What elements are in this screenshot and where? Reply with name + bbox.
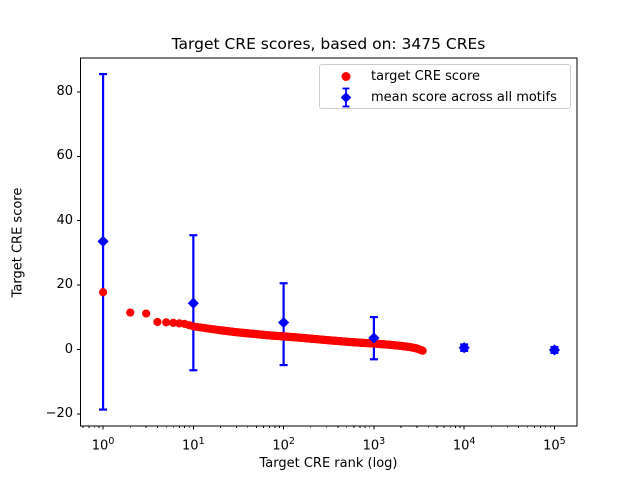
- x-tick-label-10e5: 105: [543, 436, 566, 454]
- red-point: [142, 309, 151, 318]
- mean-diamond: [548, 344, 561, 356]
- red-point: [126, 308, 135, 317]
- x-tick-label-10e0: 100: [91, 436, 115, 454]
- blue-diamond-errorbar-icon: [340, 87, 352, 108]
- mean-diamond: [278, 316, 290, 329]
- y-tick-label-40: 40: [56, 212, 73, 228]
- red-point: [418, 346, 427, 355]
- chart-title: Target CRE scores, based on: 3475 CREs: [171, 35, 486, 53]
- legend-item-mean-score: mean score across all motifs: [329, 87, 570, 108]
- legend-item-target-cre-score: target CRE score: [329, 66, 570, 87]
- x-tick-label-10e1: 101: [182, 436, 205, 454]
- mean-diamond: [458, 342, 470, 354]
- red-point: [169, 318, 178, 327]
- x-tick-label-10e4: 104: [452, 436, 476, 454]
- red-point: [162, 318, 171, 327]
- diamond-errorbar-glyph: [340, 87, 352, 108]
- x-tick-label-10e3: 103: [362, 436, 386, 454]
- axes-spines: [80, 57, 578, 427]
- mean-diamond: [97, 235, 109, 247]
- red-circle-glyph: [341, 72, 351, 81]
- legend-label-target-cre-score: target CRE score: [371, 69, 481, 84]
- red-circle-marker-icon: [341, 72, 351, 81]
- mean-diamond: [187, 297, 199, 309]
- red-point: [153, 317, 162, 327]
- y-tick-label--20: −20: [45, 406, 73, 422]
- legend-label-mean-score: mean score across all motifs: [371, 90, 557, 105]
- red-point: [98, 288, 108, 297]
- legend: target CRE score mean score across all m…: [319, 64, 571, 109]
- x-axis-label: Target CRE rank (log): [259, 456, 398, 471]
- legend-diamond-glyph: [340, 92, 352, 103]
- mean-diamond: [368, 332, 380, 344]
- y-tick-label-20: 20: [56, 277, 73, 293]
- x-tick-label-10e2: 102: [272, 436, 295, 454]
- y-tick-label-80: 80: [56, 83, 73, 99]
- y-tick-label-0: 0: [64, 341, 73, 357]
- y-tick-label-60: 60: [56, 148, 73, 164]
